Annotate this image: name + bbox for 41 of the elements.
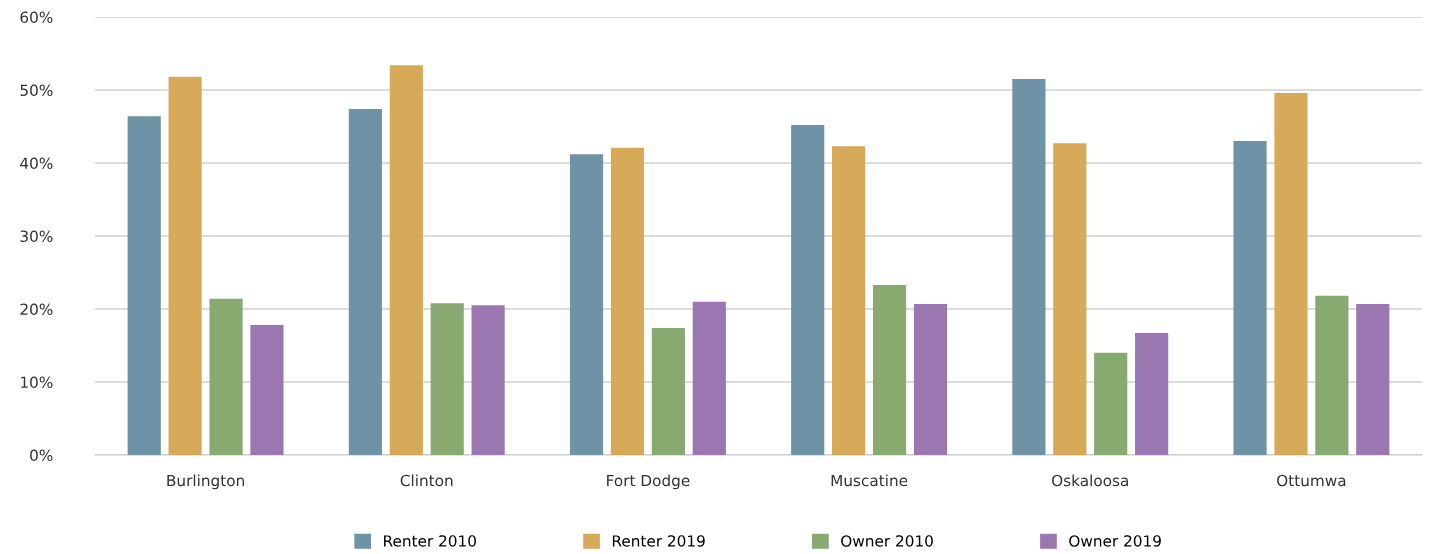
legend-label: Owner 2010: [841, 535, 933, 547]
bar: [651, 327, 685, 455]
legend-label: Renter 2019: [612, 535, 705, 547]
bar: [250, 325, 284, 455]
bar: [610, 147, 645, 455]
y-tick-label: 20%: [20, 303, 53, 316]
bar: [1315, 295, 1349, 455]
bar: [430, 303, 464, 455]
x-tick-label: Burlington: [167, 474, 244, 490]
y-tick-label: 0%: [30, 449, 53, 462]
x-tick-label: Ottumwa: [1277, 474, 1346, 487]
bar: [1012, 79, 1046, 455]
bar: [913, 303, 948, 455]
bar: [1356, 303, 1390, 455]
bar: [1135, 333, 1169, 455]
bar: [1274, 92, 1308, 455]
bar: [471, 305, 505, 455]
x-tick-label: Muscatine: [831, 474, 908, 487]
y-tick-label: 60%: [20, 11, 53, 24]
bar: [832, 146, 866, 455]
bar: [168, 76, 202, 455]
y-tick-label: 40%: [20, 157, 53, 170]
bar: [872, 284, 907, 455]
bar: [348, 108, 382, 455]
bar: [1233, 141, 1267, 455]
y-tick-label: 10%: [21, 376, 53, 389]
legend-label: Renter 2010: [384, 535, 476, 547]
y-tick-label: 50%: [20, 84, 53, 97]
bar: [791, 125, 825, 455]
legend-label: Owner 2019: [1069, 535, 1161, 547]
bar: [569, 154, 604, 455]
x-tick-label: Fort Dodge: [607, 474, 690, 490]
bar: [127, 116, 161, 455]
y-tick-label: 30%: [20, 230, 53, 243]
x-tick-label: Oskaloosa: [1052, 474, 1128, 487]
bar: [692, 301, 726, 455]
bar: [209, 298, 243, 455]
x-tick-label: Clinton: [400, 474, 453, 487]
bar: [389, 65, 423, 455]
bar: [1053, 143, 1087, 455]
bar: [1094, 352, 1128, 455]
